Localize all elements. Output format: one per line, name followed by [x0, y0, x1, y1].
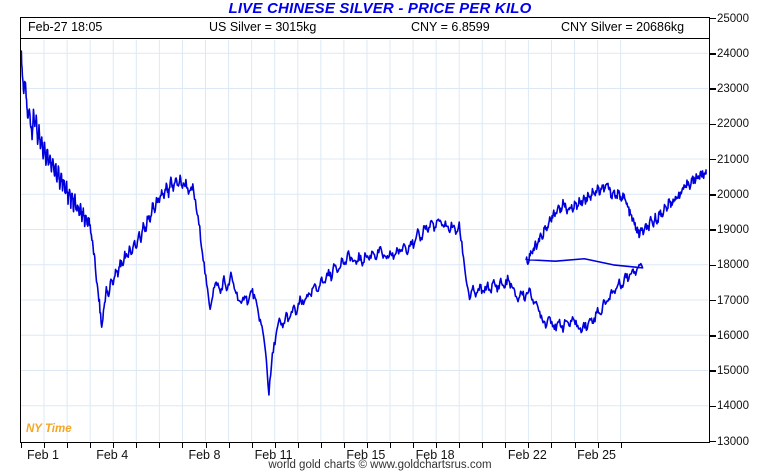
x-axis-tick: [205, 443, 207, 448]
y-axis-tick: [710, 264, 716, 266]
y-axis-tick: [710, 158, 716, 161]
x-axis-tick: [528, 443, 530, 448]
x-axis-tick: [44, 443, 46, 448]
x-axis-tick: [620, 443, 622, 448]
footer-credit: world gold charts © www.goldchartsrus.co…: [268, 459, 492, 471]
price-series-line: [21, 50, 707, 396]
y-axis-tick: [710, 370, 716, 372]
x-axis-tick-label: Feb 4: [96, 448, 129, 462]
x-axis-tick-label: Feb 15: [346, 448, 386, 462]
y-axis-tick-label: 19000: [717, 224, 749, 236]
x-axis-tick: [390, 443, 392, 448]
x-axis-tick: [90, 443, 92, 448]
x-axis-tick: [136, 443, 138, 448]
x-axis-tick-label: Feb 1: [27, 448, 59, 462]
x-axis-tick: [597, 443, 599, 448]
x-axis-tick: [274, 443, 276, 448]
x-axis-tick-label: Feb 25: [577, 448, 616, 462]
x-axis-tick-label: Feb 18: [415, 448, 455, 462]
x-axis-tick: [574, 443, 576, 448]
plot-area: [20, 17, 710, 443]
y-axis-tick: [710, 405, 716, 407]
x-axis-tick: [436, 443, 438, 448]
y-axis-tick-label: 20000: [717, 188, 749, 201]
y-axis-tick: [710, 299, 716, 302]
x-axis-tick: [228, 443, 230, 448]
y-axis-tick: [710, 335, 716, 337]
y-axis-tick-label: 23000: [717, 83, 749, 95]
y-axis-tick: [710, 440, 716, 443]
vertical-gridlines: [43, 40, 622, 441]
y-axis-tick-label: 18000: [717, 259, 749, 272]
x-axis-tick-label: Feb 8: [188, 448, 221, 462]
y-axis-tick: [710, 194, 716, 196]
y-axis-tick: [710, 123, 716, 125]
y-axis-tick-label: 16000: [717, 329, 749, 342]
y-axis-tick-label: 13000: [717, 435, 749, 448]
y-axis-tick-label: 24000: [717, 47, 749, 60]
price-line-chart: [21, 40, 708, 441]
x-axis-tick: [67, 443, 69, 448]
x-axis-tick-label: Feb 22: [507, 448, 547, 462]
x-axis-tick: [113, 443, 115, 448]
x-axis-tick: [413, 443, 415, 448]
y-axis-tick: [710, 229, 716, 231]
x-axis-tick: [159, 443, 161, 448]
y-axis-tick-label: 22000: [717, 118, 749, 131]
x-axis-tick: [343, 443, 345, 448]
x-axis-tick: [320, 443, 322, 448]
y-axis-tick-label: 14000: [717, 400, 749, 413]
y-axis-tick-label: 15000: [717, 365, 749, 377]
x-axis-tick: [182, 443, 184, 448]
y-axis-tick-label: 21000: [717, 153, 749, 166]
x-axis-tick: [366, 443, 368, 448]
y-axis-tick-label: 25000: [717, 12, 749, 25]
x-axis-tick: [551, 443, 553, 448]
x-axis-tick: [251, 443, 253, 448]
x-axis-tick: [505, 443, 507, 448]
page-title: LIVE CHINESE SILVER - PRICE PER KILO: [228, 0, 532, 17]
x-axis-tick: [459, 443, 461, 448]
timezone-note: NY Time: [26, 423, 72, 435]
x-axis-tick: [21, 443, 22, 448]
horizontal-gridlines: [21, 52, 708, 407]
x-axis-tick-label: Feb 11: [254, 448, 293, 462]
x-axis-tick: [297, 443, 299, 448]
y-axis-tick: [710, 53, 716, 55]
x-axis-tick: [482, 443, 484, 448]
y-axis-tick-label: 17000: [717, 294, 749, 307]
y-axis-tick: [710, 17, 716, 20]
y-axis-tick: [710, 88, 716, 90]
